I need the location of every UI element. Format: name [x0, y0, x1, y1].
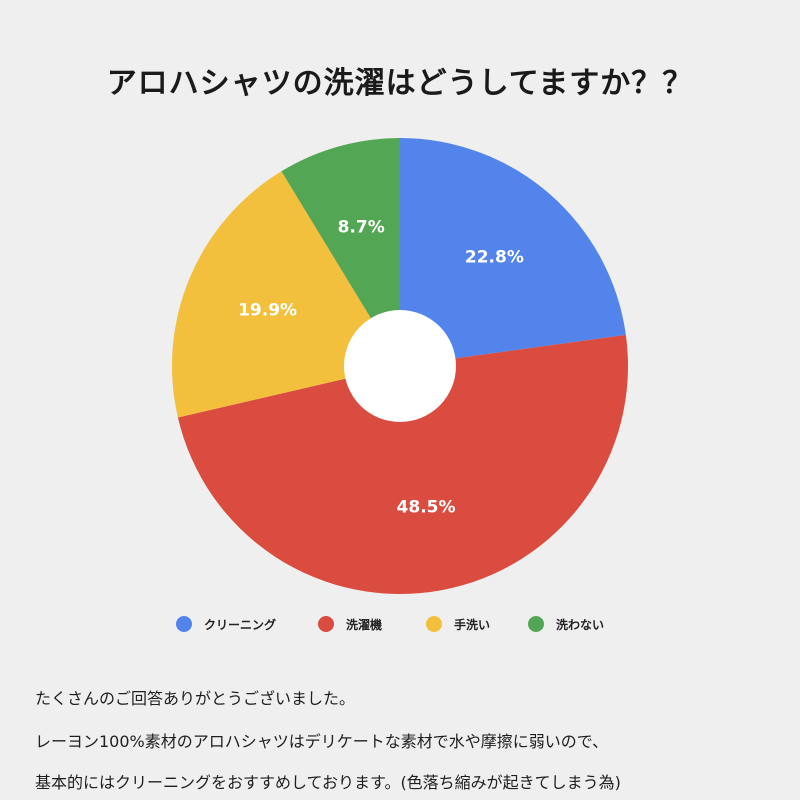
legend-swatch-3	[426, 616, 442, 632]
legend-label-1: クリーニング	[204, 617, 277, 632]
slice-label-3: 19.9%	[238, 300, 297, 320]
legend-swatch-2	[318, 616, 334, 632]
pie-slice-1	[400, 138, 626, 366]
note-line-3: 基本的にはクリーニングをおすすめしております。(色落ち縮みが起きてしまう為)	[35, 773, 621, 792]
pie-chart: 22.8% 48.5% 19.9% 8.7%	[172, 138, 628, 594]
legend-item-4: 洗わない	[528, 612, 604, 636]
pie-slice-4	[281, 138, 400, 366]
legend-item-3: 手洗い	[426, 612, 490, 636]
legend-label-3: 手洗い	[454, 617, 491, 632]
legend-item-1: クリーニング	[176, 612, 276, 636]
donut-hole	[344, 310, 456, 422]
chart-legend: クリーニング 洗濯機 手洗い 洗わない	[0, 612, 800, 636]
pie-slice-2	[177, 334, 628, 594]
slice-label-2: 48.5%	[397, 497, 456, 517]
chart-title: アロハシャツの洗濯はどうしてますか？？	[106, 66, 694, 101]
legend-item-2: 洗濯機	[318, 612, 382, 636]
legend-swatch-4	[528, 616, 544, 632]
note-line-2: レーヨン100%素材のアロハシャツはデリケートな素材で水や摩擦に弱いので、	[35, 732, 609, 751]
pie-slice-3	[172, 171, 400, 418]
slice-label-4: 8.7%	[338, 218, 385, 238]
legend-swatch-1	[176, 616, 192, 632]
legend-label-4: 洗わない	[556, 617, 605, 632]
note-line-1: たくさんのご回答ありがとうございました。	[35, 689, 356, 708]
slice-label-1: 22.8%	[465, 248, 524, 268]
legend-label-2: 洗濯機	[346, 617, 383, 632]
